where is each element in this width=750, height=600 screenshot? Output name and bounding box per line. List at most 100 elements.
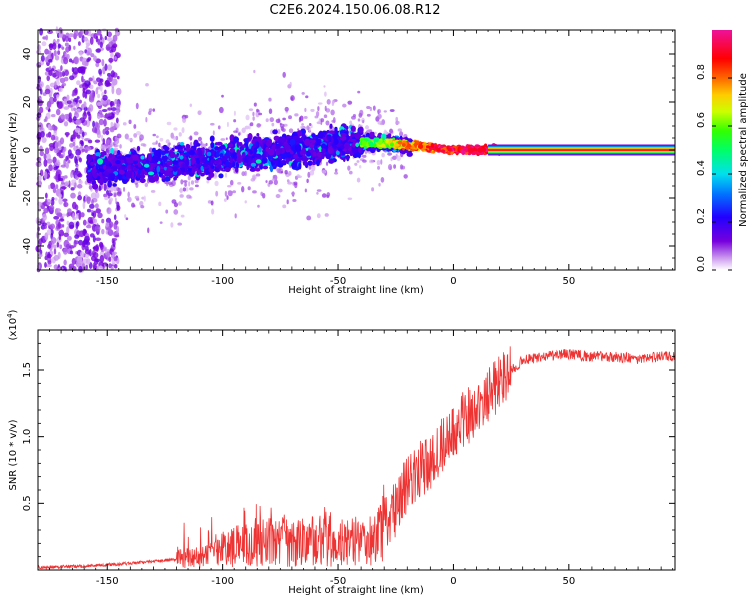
spectrogram-halo-dot (110, 142, 114, 147)
spectrogram-noise-dot (68, 221, 75, 230)
spectrogram-halo-dot (275, 118, 281, 124)
spectrogram-blob (215, 142, 219, 146)
spectrogram-blob (147, 171, 155, 176)
spectrogram-noise-dot (68, 180, 71, 189)
spectrogram-halo-dot (214, 180, 219, 187)
spectrogram-noise-dot (104, 113, 109, 118)
spectrogram-noise-dot (102, 138, 106, 145)
spectrogram-halo-dot (281, 128, 286, 132)
spectrogram-blob (304, 138, 311, 146)
spectrogram-noise-dot (54, 141, 59, 150)
spectrogram-blob (295, 144, 302, 152)
spectrogram-halo-dot (148, 147, 153, 153)
spectrogram-halo-dot (189, 187, 194, 191)
spectrogram-halo-dot (180, 179, 184, 185)
spectrogram-halo-dot (265, 118, 269, 123)
spectrogram-halo-dot (180, 214, 185, 218)
spectrogram-halo-dot (358, 164, 362, 169)
spectrogram-blob (333, 138, 339, 146)
spectrogram-noise-dot (77, 195, 83, 201)
spectrogram-noise-dot (82, 201, 86, 210)
spectrogram-blob (132, 154, 139, 161)
spectrogram-halo-dot (362, 159, 367, 163)
spectrogram-noise-dot (101, 108, 108, 113)
spectrogram-halo-dot (324, 105, 327, 112)
spectrogram-noise-dot (81, 263, 86, 268)
spectrogram-halo-dot (347, 197, 353, 201)
spectrogram-noise-dot (103, 193, 108, 198)
spectrogram-halo-dot (252, 190, 257, 194)
spectrogram-halo-dot (115, 234, 120, 238)
spectrogram-blob (92, 183, 99, 190)
spectrogram-noise-dot (96, 101, 102, 107)
spectrogram-noise-dot (46, 75, 51, 82)
spectrogram-blob (267, 148, 275, 156)
spectrogram-halo-dot (309, 169, 315, 176)
spectrogram-halo-dot (188, 181, 191, 187)
spectrogram-noise-dot (56, 152, 61, 157)
spectrogram-noise-dot (48, 96, 55, 105)
spectrogram-blob (349, 138, 357, 143)
spectrogram-blob (179, 141, 185, 146)
spectrogram-noise-dot (57, 221, 61, 229)
spectrogram-noise-dot (90, 53, 95, 58)
spectrogram-noise-dot (76, 108, 81, 113)
spectrogram-halo-dot (349, 120, 353, 125)
spectrogram-noise-dot (65, 155, 68, 162)
spectrogram-noise-dot (51, 196, 55, 201)
spectrogram-blob (201, 157, 207, 162)
spectrogram-halo-dot (377, 113, 382, 119)
spectrogram-noise-dot (80, 140, 84, 147)
spectrogram-noise-dot (48, 184, 51, 190)
spectrogram-blob (315, 138, 322, 145)
spectrogram-halo-dot (348, 170, 353, 175)
spectrogram-halo-dot (136, 130, 141, 136)
spectrogram-blob (140, 170, 145, 177)
spectrogram-blob (246, 136, 252, 142)
spectrogram-noise-dot (38, 106, 44, 114)
spectrogram-halo-dot (155, 140, 158, 145)
spectrogram-noise-dot (58, 233, 62, 241)
spectrogram-noise-dot (76, 96, 80, 100)
spectrogram-halo-dot (269, 117, 275, 123)
spectrogram-noise-dot (55, 71, 62, 77)
spectrogram-noise-dot (98, 68, 102, 75)
spectrogram-noise-dot (76, 184, 83, 189)
spectrogram-halo-dot (300, 125, 304, 130)
spectrogram-noise-dot (80, 212, 85, 218)
spectrogram-blob (256, 132, 260, 137)
spectrogram-noise-dot (63, 106, 70, 110)
spectrogram-noise-dot (116, 75, 120, 80)
spectrogram-noise-dot (115, 117, 119, 124)
spectrogram-noise-dot (115, 109, 120, 116)
spectrogram-noise-dot (49, 145, 54, 152)
spectrogram-noise-dot (96, 113, 101, 120)
spectrogram-halo-dot (206, 180, 210, 184)
spectrogram-blob (250, 162, 257, 167)
spectrogram-halo-dot (173, 127, 178, 131)
spectrogram-halo-dot (210, 200, 214, 206)
spectrogram-noise-dot (105, 222, 110, 227)
spectrogram-noise-dot (48, 59, 53, 63)
spectrogram-noise-dot (91, 90, 95, 94)
spectrogram-noise-dot (102, 128, 107, 135)
spectrogram-halo-dot (210, 122, 215, 126)
spectrogram-halo-dot (152, 108, 156, 112)
spectrogram-halo-dot (356, 160, 360, 163)
spectrogram-halo-dot (233, 130, 238, 133)
spectrogram-halo-dot (139, 200, 144, 206)
spectrogram-noise-dot (84, 80, 91, 87)
spectrogram-blob (228, 163, 232, 167)
spectrogram-halo-dot (241, 127, 246, 134)
spectrogram-noise-dot (110, 266, 114, 270)
spectrogram-noise-dot (60, 181, 65, 185)
spectrogram-halo-dot (380, 159, 383, 165)
spectrogram-noise-dot (101, 218, 105, 224)
spectrogram-noise-dot (53, 254, 60, 261)
spectrogram-halo-dot (284, 169, 288, 175)
spectrogram-halo-dot (170, 222, 174, 228)
spectrogram-blob (236, 156, 243, 164)
spectrogram-noise-dot (113, 256, 118, 262)
